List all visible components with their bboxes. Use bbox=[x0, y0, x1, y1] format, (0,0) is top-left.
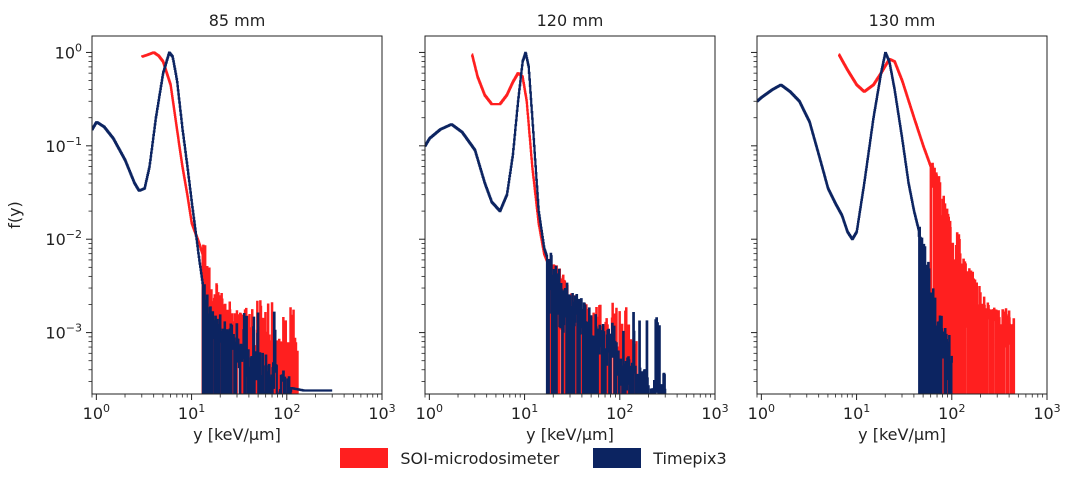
panel-3: 130 mm 100 101 102 103 y [keV/µm] bbox=[748, 11, 1061, 444]
x-tick-label: 102 bbox=[938, 402, 965, 423]
series-line-soi-panel-1 bbox=[141, 51, 299, 394]
legend-item-soi: SOI-microdosimeter bbox=[340, 448, 559, 468]
x-tick-label: 100 bbox=[83, 402, 110, 423]
x-tick-label: 101 bbox=[511, 402, 538, 423]
panel-title: 130 mm bbox=[869, 11, 936, 30]
x-axis-label: y [keV/µm] bbox=[858, 425, 946, 444]
x-tick-label: 100 bbox=[748, 402, 775, 423]
x-tick-label: 103 bbox=[1033, 402, 1060, 423]
panel-2: 120 mm 100 101 102 103 y [keV/µm] bbox=[416, 11, 729, 444]
panel-1: 85 mm 100 101 102 103 y [keV/µm] 100 10−1 10−2 10… bbox=[45, 11, 395, 444]
x-tick-label: 102 bbox=[273, 402, 300, 423]
y-tick-label: 10−1 bbox=[45, 135, 82, 156]
x-tick-label: 102 bbox=[606, 402, 633, 423]
legend-label-soi: SOI-microdosimeter bbox=[400, 448, 560, 468]
series-line-timepix-panel-1 bbox=[92, 51, 333, 394]
legend-item-timepix: Timepix3 bbox=[593, 448, 727, 468]
legend-swatch-timepix bbox=[593, 448, 642, 468]
x-tick-label: 101 bbox=[843, 402, 870, 423]
legend-label-timepix: Timepix3 bbox=[653, 448, 727, 468]
series-line-timepix-panel-2 bbox=[425, 51, 667, 394]
y-axis-label: f(y) bbox=[5, 201, 24, 229]
legend-swatch-soi bbox=[340, 448, 389, 468]
y-tick-label: 10−2 bbox=[45, 228, 82, 249]
legend: SOI-microdosimeter Timepix3 bbox=[0, 448, 1067, 468]
x-tick-label: 103 bbox=[701, 402, 728, 423]
series-line-soi-panel-3 bbox=[838, 53, 1016, 394]
x-axis-label: y [keV/µm] bbox=[193, 425, 281, 444]
series-line-timepix-panel-3 bbox=[757, 51, 953, 394]
panel-title: 85 mm bbox=[209, 11, 266, 30]
x-tick-label: 103 bbox=[368, 402, 395, 423]
y-tick-label: 100 bbox=[55, 41, 82, 62]
x-axis-label: y [keV/µm] bbox=[526, 425, 614, 444]
y-tick-label: 10−3 bbox=[45, 322, 82, 343]
x-tick-label: 101 bbox=[178, 402, 205, 423]
panel-title: 120 mm bbox=[537, 11, 604, 30]
x-tick-label: 100 bbox=[416, 402, 443, 423]
